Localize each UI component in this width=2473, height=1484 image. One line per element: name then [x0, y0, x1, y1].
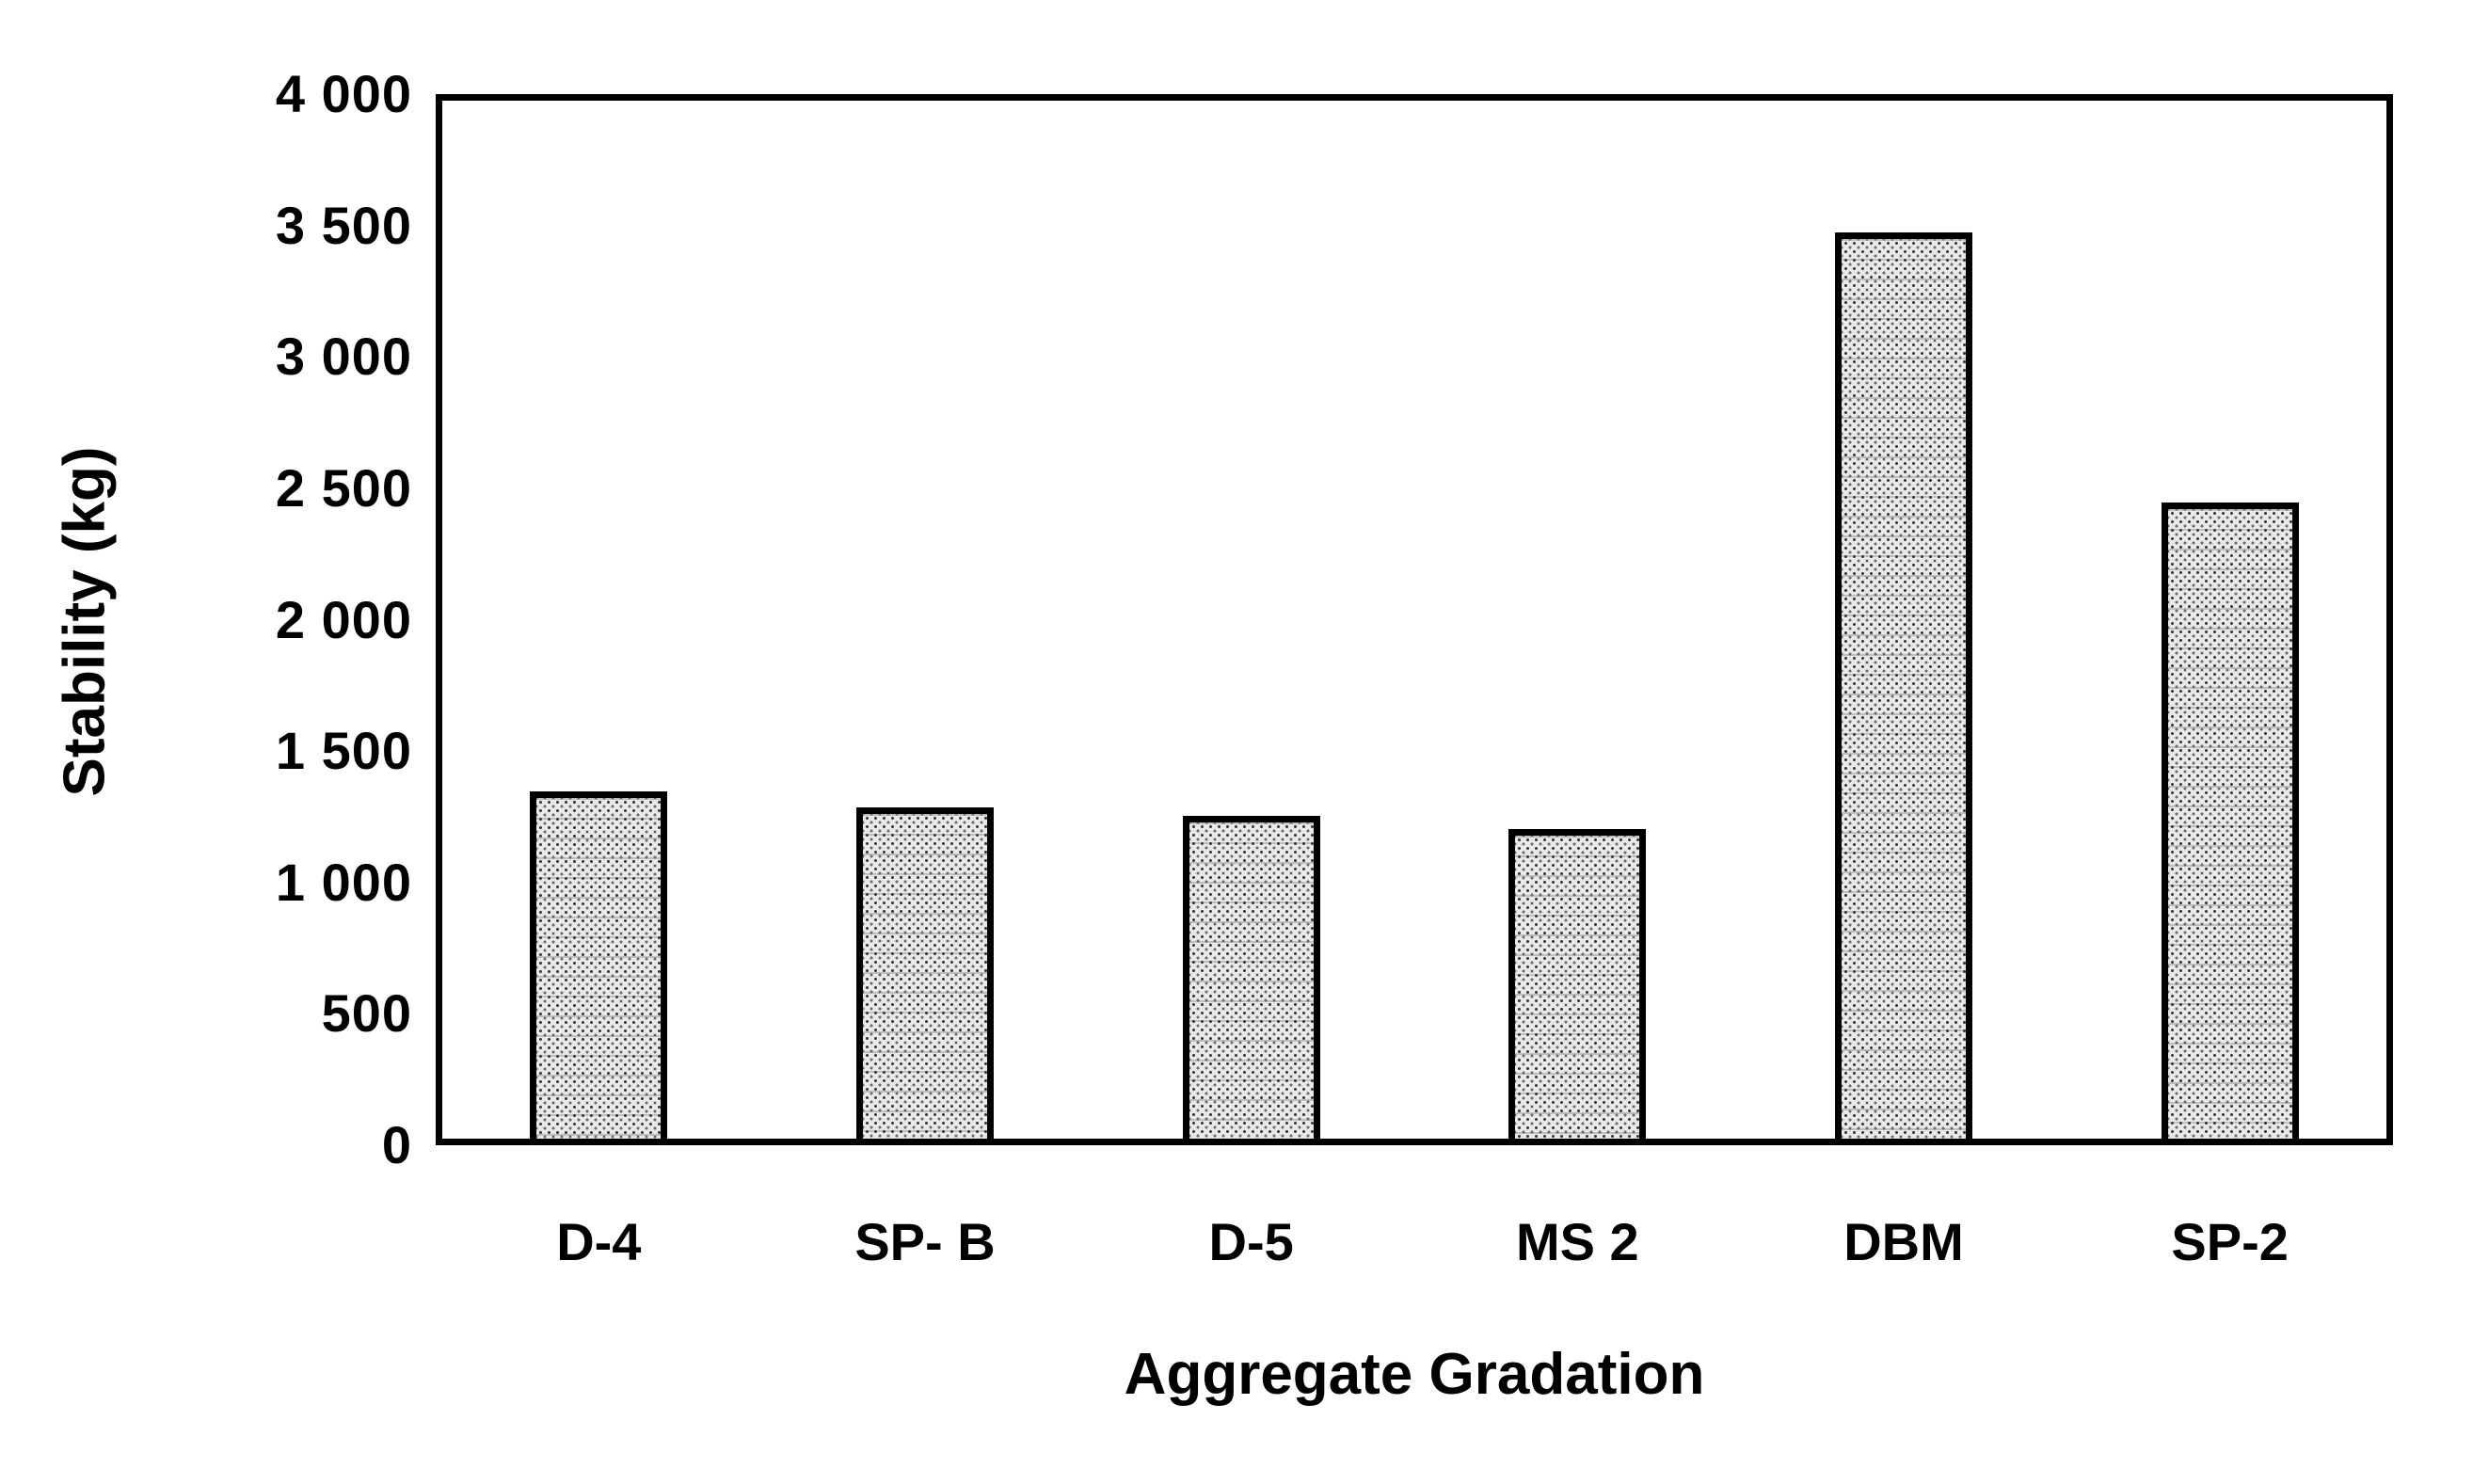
y-tick-label: 4 000 [275, 64, 412, 123]
x-tick-label: MS 2 [1515, 1212, 1639, 1271]
bar-d-4 [530, 791, 668, 1139]
bar-sp-2 [2161, 503, 2299, 1139]
bar-ms-2 [1508, 828, 1647, 1139]
x-tick-label: DBM [1843, 1212, 1964, 1271]
x-tick-label: SP- B [854, 1212, 996, 1271]
y-tick-label: 3 500 [275, 195, 412, 255]
y-tick-label: 2 000 [275, 589, 412, 649]
bar-sp--b [856, 807, 994, 1139]
bar-d-5 [1182, 815, 1320, 1139]
plot-area [436, 94, 2393, 1145]
y-tick-label: 500 [321, 983, 412, 1044]
x-tick-label: SP-2 [2171, 1212, 2289, 1271]
y-tick-label: 3 000 [275, 327, 412, 387]
x-tick-label: D-4 [556, 1212, 642, 1271]
x-axis-title: Aggregate Gradation [1124, 1342, 1705, 1407]
bar-dbm [1835, 231, 1972, 1139]
y-tick-label: 1 000 [275, 852, 412, 912]
y-tick-label: 2 500 [275, 457, 412, 518]
y-tick-label: 1 500 [275, 721, 412, 781]
y-tick-label: 0 [381, 1115, 412, 1174]
x-tick-label: D-5 [1208, 1212, 1294, 1271]
